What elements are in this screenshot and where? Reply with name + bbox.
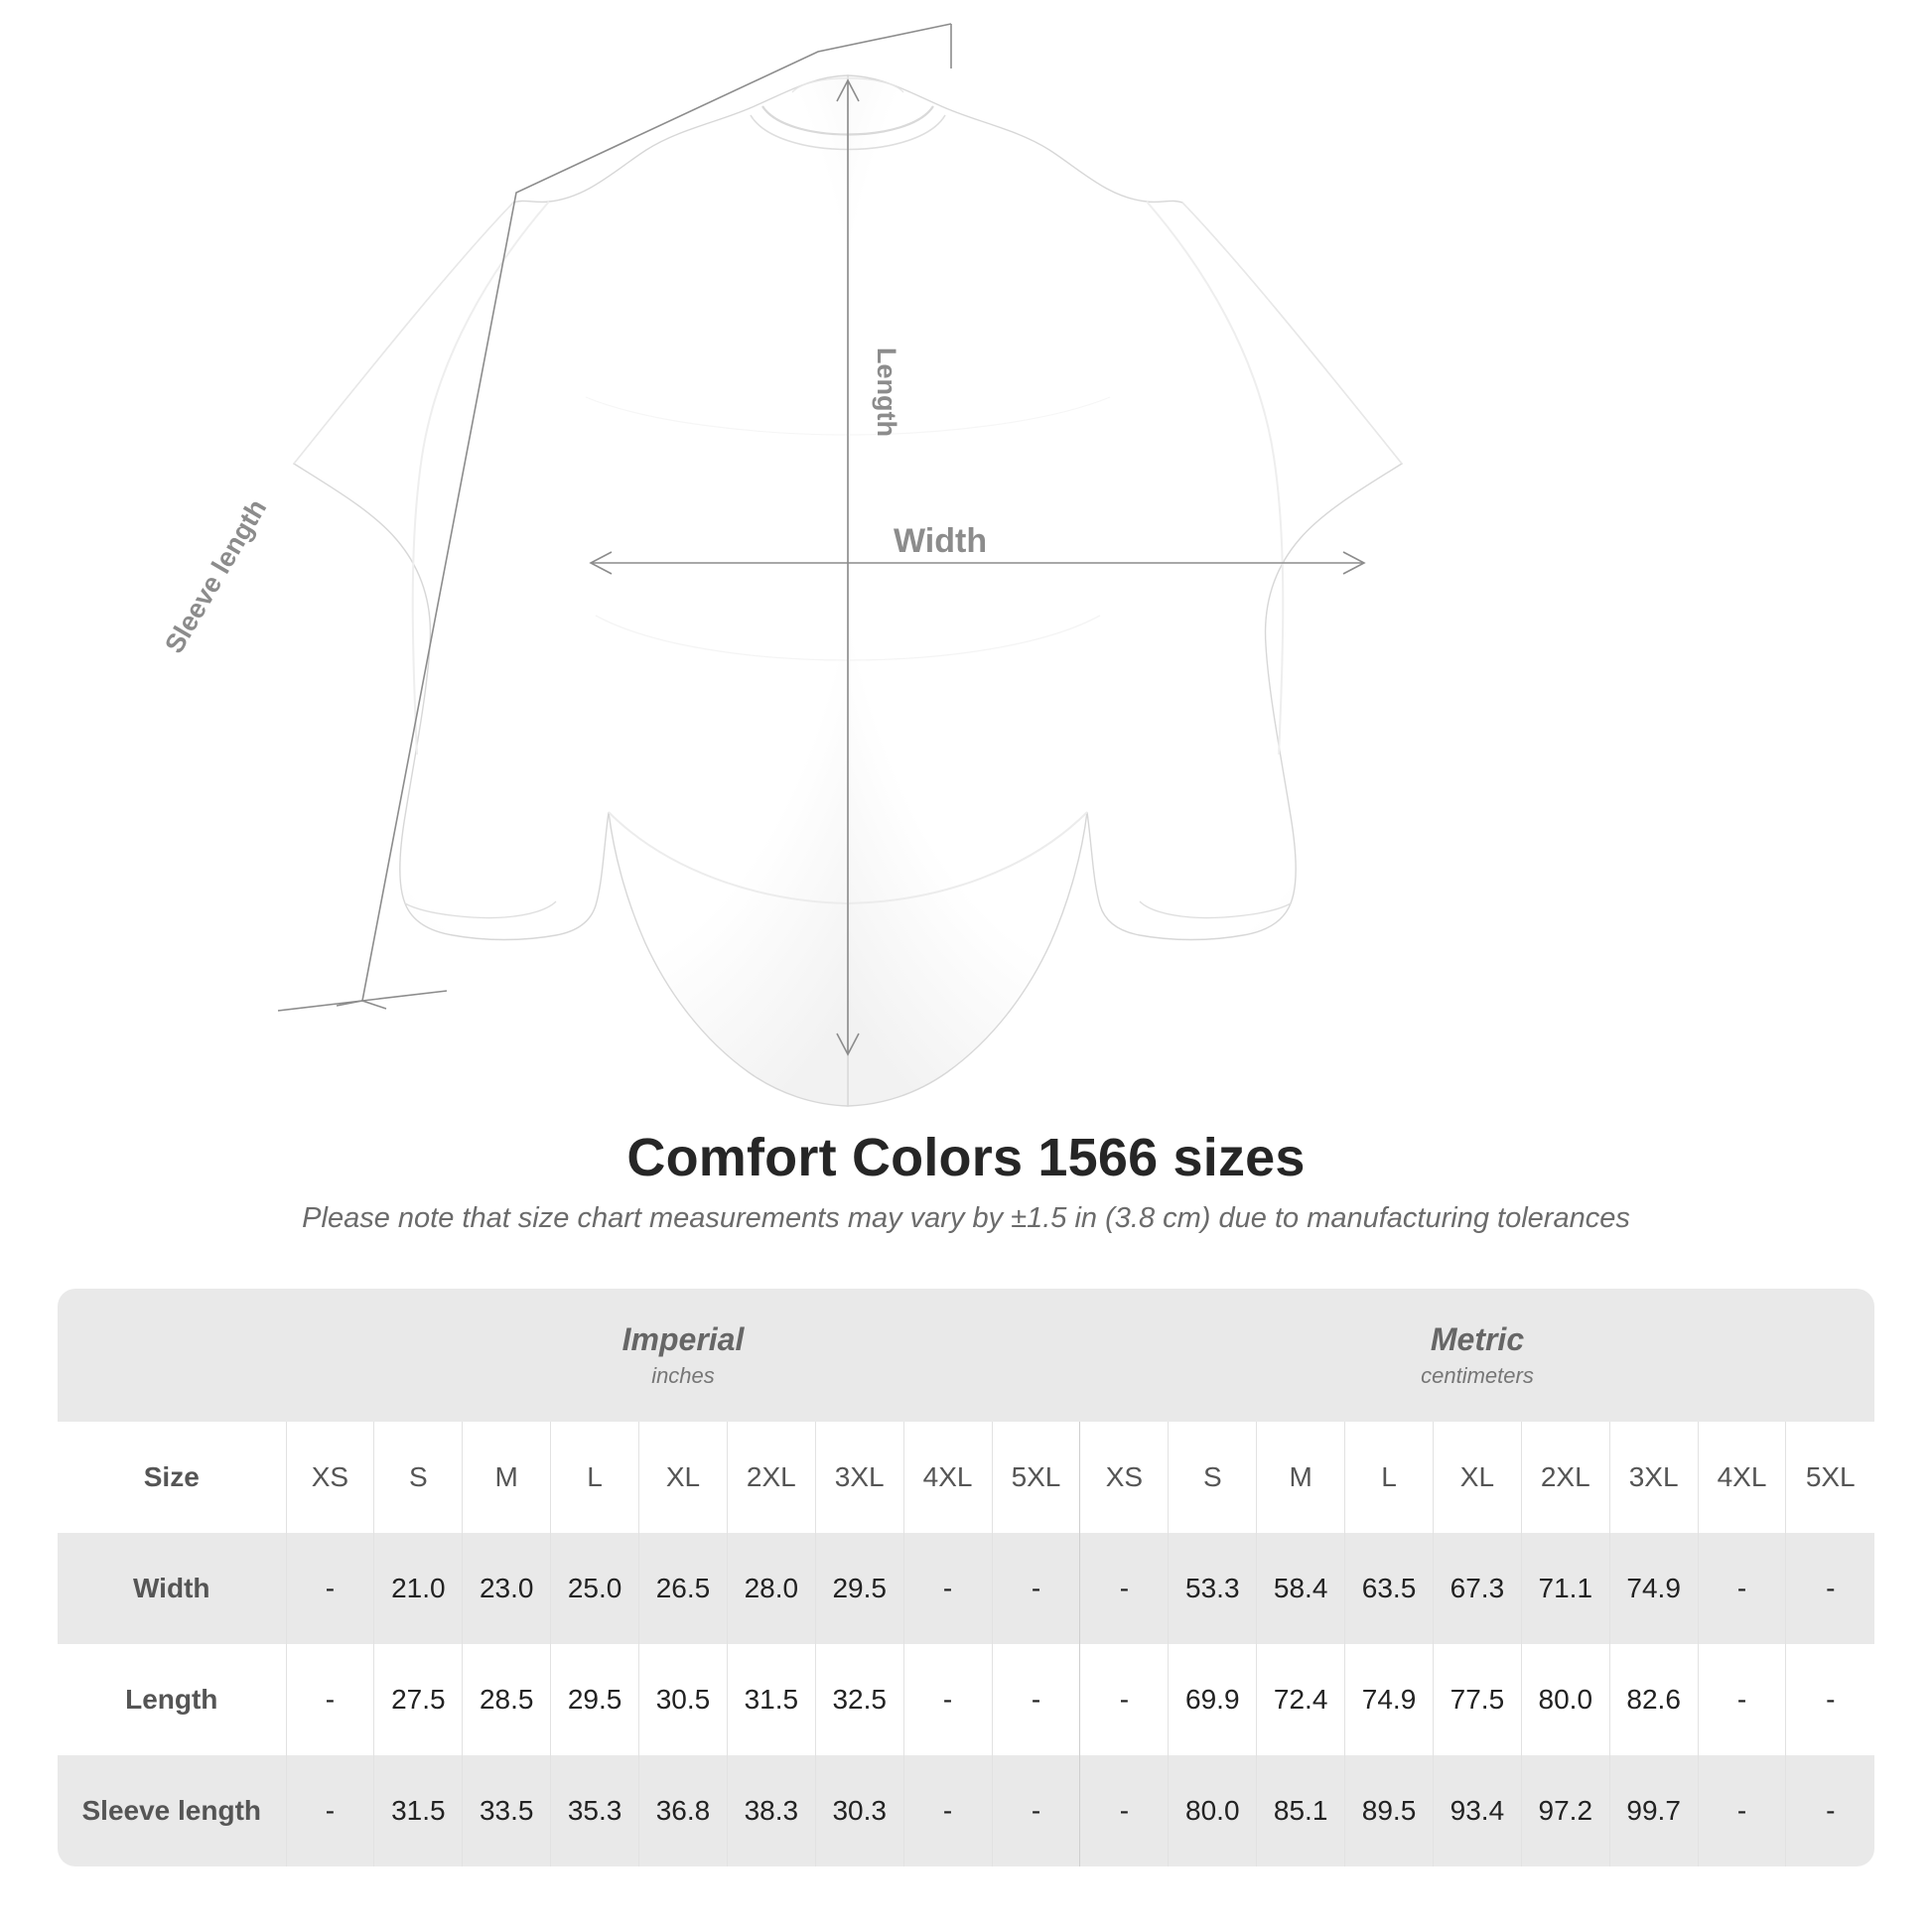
svg-text:Sleeve length: Sleeve length (159, 494, 272, 658)
svg-text:Length: Length (872, 347, 901, 437)
svg-text:Width: Width (894, 522, 987, 560)
